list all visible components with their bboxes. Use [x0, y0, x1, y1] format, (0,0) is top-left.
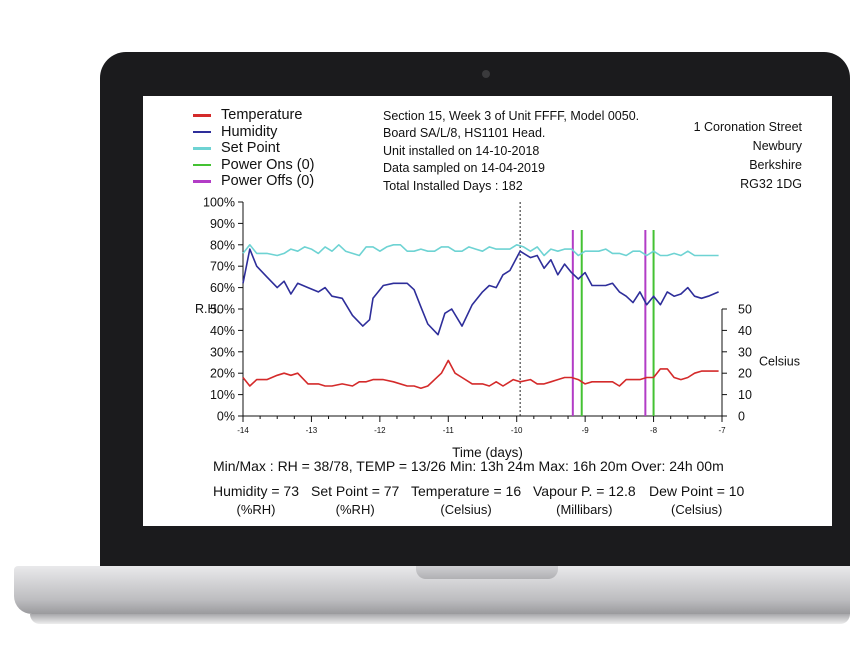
reading-unit: (%RH) [335, 502, 375, 517]
address-line: Newbury [752, 139, 802, 153]
y-right-tick-label: 50 [738, 303, 752, 317]
legend-swatch [193, 147, 211, 150]
info-line: Board SA/L/8, HS1101 Head. [383, 126, 546, 141]
x-tick-label: -8 [650, 426, 658, 435]
info-line: Data sampled on 14-04-2019 [383, 161, 545, 176]
legend-item-power-offs: Power Offs (0) [193, 173, 314, 190]
x-tick-label: -12 [374, 426, 386, 435]
x-tick-label: -14 [237, 426, 249, 435]
y-right-tick-label: 40 [738, 324, 752, 338]
legend-item-temperature: Temperature [193, 107, 314, 124]
set-point-series-line [242, 244, 719, 257]
legend-label: Power Offs (0) [221, 173, 315, 190]
y-left-tick-label: 20% [210, 367, 235, 381]
current-readings: Humidity = 73 (%RH) Set Point = 77 (%RH)… [213, 483, 833, 523]
legend-swatch [193, 114, 211, 117]
reading-temperature: Temperature = 16 (Celsius) [411, 483, 521, 517]
info-line: Section 15, Week 3 of Unit FFFF, Model 0… [383, 109, 640, 123]
reading-label: Vapour P. = 12.8 [533, 483, 636, 499]
info-line: Total Installed Days : 182 [383, 178, 523, 193]
legend-label: Set Point [221, 140, 280, 157]
y-left-tick-label: 50% [210, 303, 235, 317]
y-left-tick-label: 80% [210, 238, 235, 252]
laptop-lid-notch [416, 566, 558, 579]
x-tick-label: -7 [718, 426, 726, 435]
x-tick-label: -9 [582, 426, 590, 435]
y-right-axis-title: Celsius [759, 354, 800, 368]
address-line: RG32 1DG [740, 177, 802, 191]
y-left-tick-label: 30% [210, 345, 235, 359]
legend-label: Power Ons (0) [221, 156, 315, 173]
reading-humidity: Humidity = 73 (%RH) [213, 483, 299, 517]
y-left-tick-label: 90% [210, 217, 235, 231]
unit-info: Section 15, Week 3 of Unit FFFF, Model 0… [383, 108, 639, 195]
y-left-tick-label: 60% [210, 281, 235, 295]
reading-unit: (Celsius) [671, 502, 723, 517]
legend-swatch [193, 130, 211, 133]
y-right-tick-label: 10 [738, 388, 752, 402]
x-tick-label: -10 [511, 426, 523, 435]
legend-label: Humidity [221, 123, 278, 140]
y-left-tick-label: 40% [210, 324, 235, 338]
humidity-series-line [242, 248, 719, 336]
address-line: Berkshire [749, 158, 802, 172]
reading-label: Set Point = 77 [311, 483, 400, 499]
reading-unit: (%RH) [236, 502, 276, 517]
x-axis-title: Time (days) [452, 445, 523, 460]
address-block: 1 Coronation Street Newbury Berkshire RG… [694, 118, 802, 194]
chart-legend: Temperature Humidity Set Point Power Ons… [193, 107, 314, 190]
y-left-tick-label: 70% [210, 260, 235, 274]
y-right-tick-label: 20 [738, 367, 752, 381]
temperature-series-line [242, 359, 719, 390]
reading-unit: (Celsius) [440, 502, 492, 517]
y-left-tick-label: 10% [210, 388, 235, 402]
reading-label: Dew Point = 10 [649, 483, 745, 499]
reading-set-point: Set Point = 77 (%RH) [311, 483, 399, 517]
legend-item-power-ons: Power Ons (0) [193, 157, 314, 174]
x-tick-label: -13 [306, 426, 318, 435]
y-right-tick-label: 0 [738, 410, 745, 424]
legend-item-set-point: Set Point [193, 140, 314, 157]
reading-unit: (Millibars) [556, 502, 613, 517]
minmax-summary: Min/Max : RH = 38/78, TEMP = 13/26 Min: … [213, 458, 724, 474]
reading-label: Temperature = 16 [411, 483, 522, 499]
x-tick-label: -11 [443, 426, 455, 435]
legend-item-humidity: Humidity [193, 124, 314, 141]
info-line: Unit installed on 14-10-2018 [383, 143, 540, 158]
laptop-base-shadow [30, 614, 850, 624]
legend-label: Temperature [221, 107, 303, 124]
y-right-tick-label: 30 [738, 345, 752, 359]
laptop-screen [143, 96, 832, 526]
reading-dew-point: Dew Point = 10 (Celsius) [649, 483, 744, 517]
y-left-tick-label: 0% [217, 410, 235, 424]
webcam-icon [482, 70, 490, 78]
address-line: 1 Coronation Street [693, 120, 802, 134]
reading-label: Humidity = 73 [213, 483, 299, 499]
y-left-tick-label: 100% [203, 196, 235, 210]
legend-swatch [193, 180, 211, 183]
reading-vapour-pressure: Vapour P. = 12.8 (Millibars) [533, 483, 636, 517]
legend-swatch [193, 163, 211, 166]
y-left-axis-title: R.H. [195, 302, 220, 316]
